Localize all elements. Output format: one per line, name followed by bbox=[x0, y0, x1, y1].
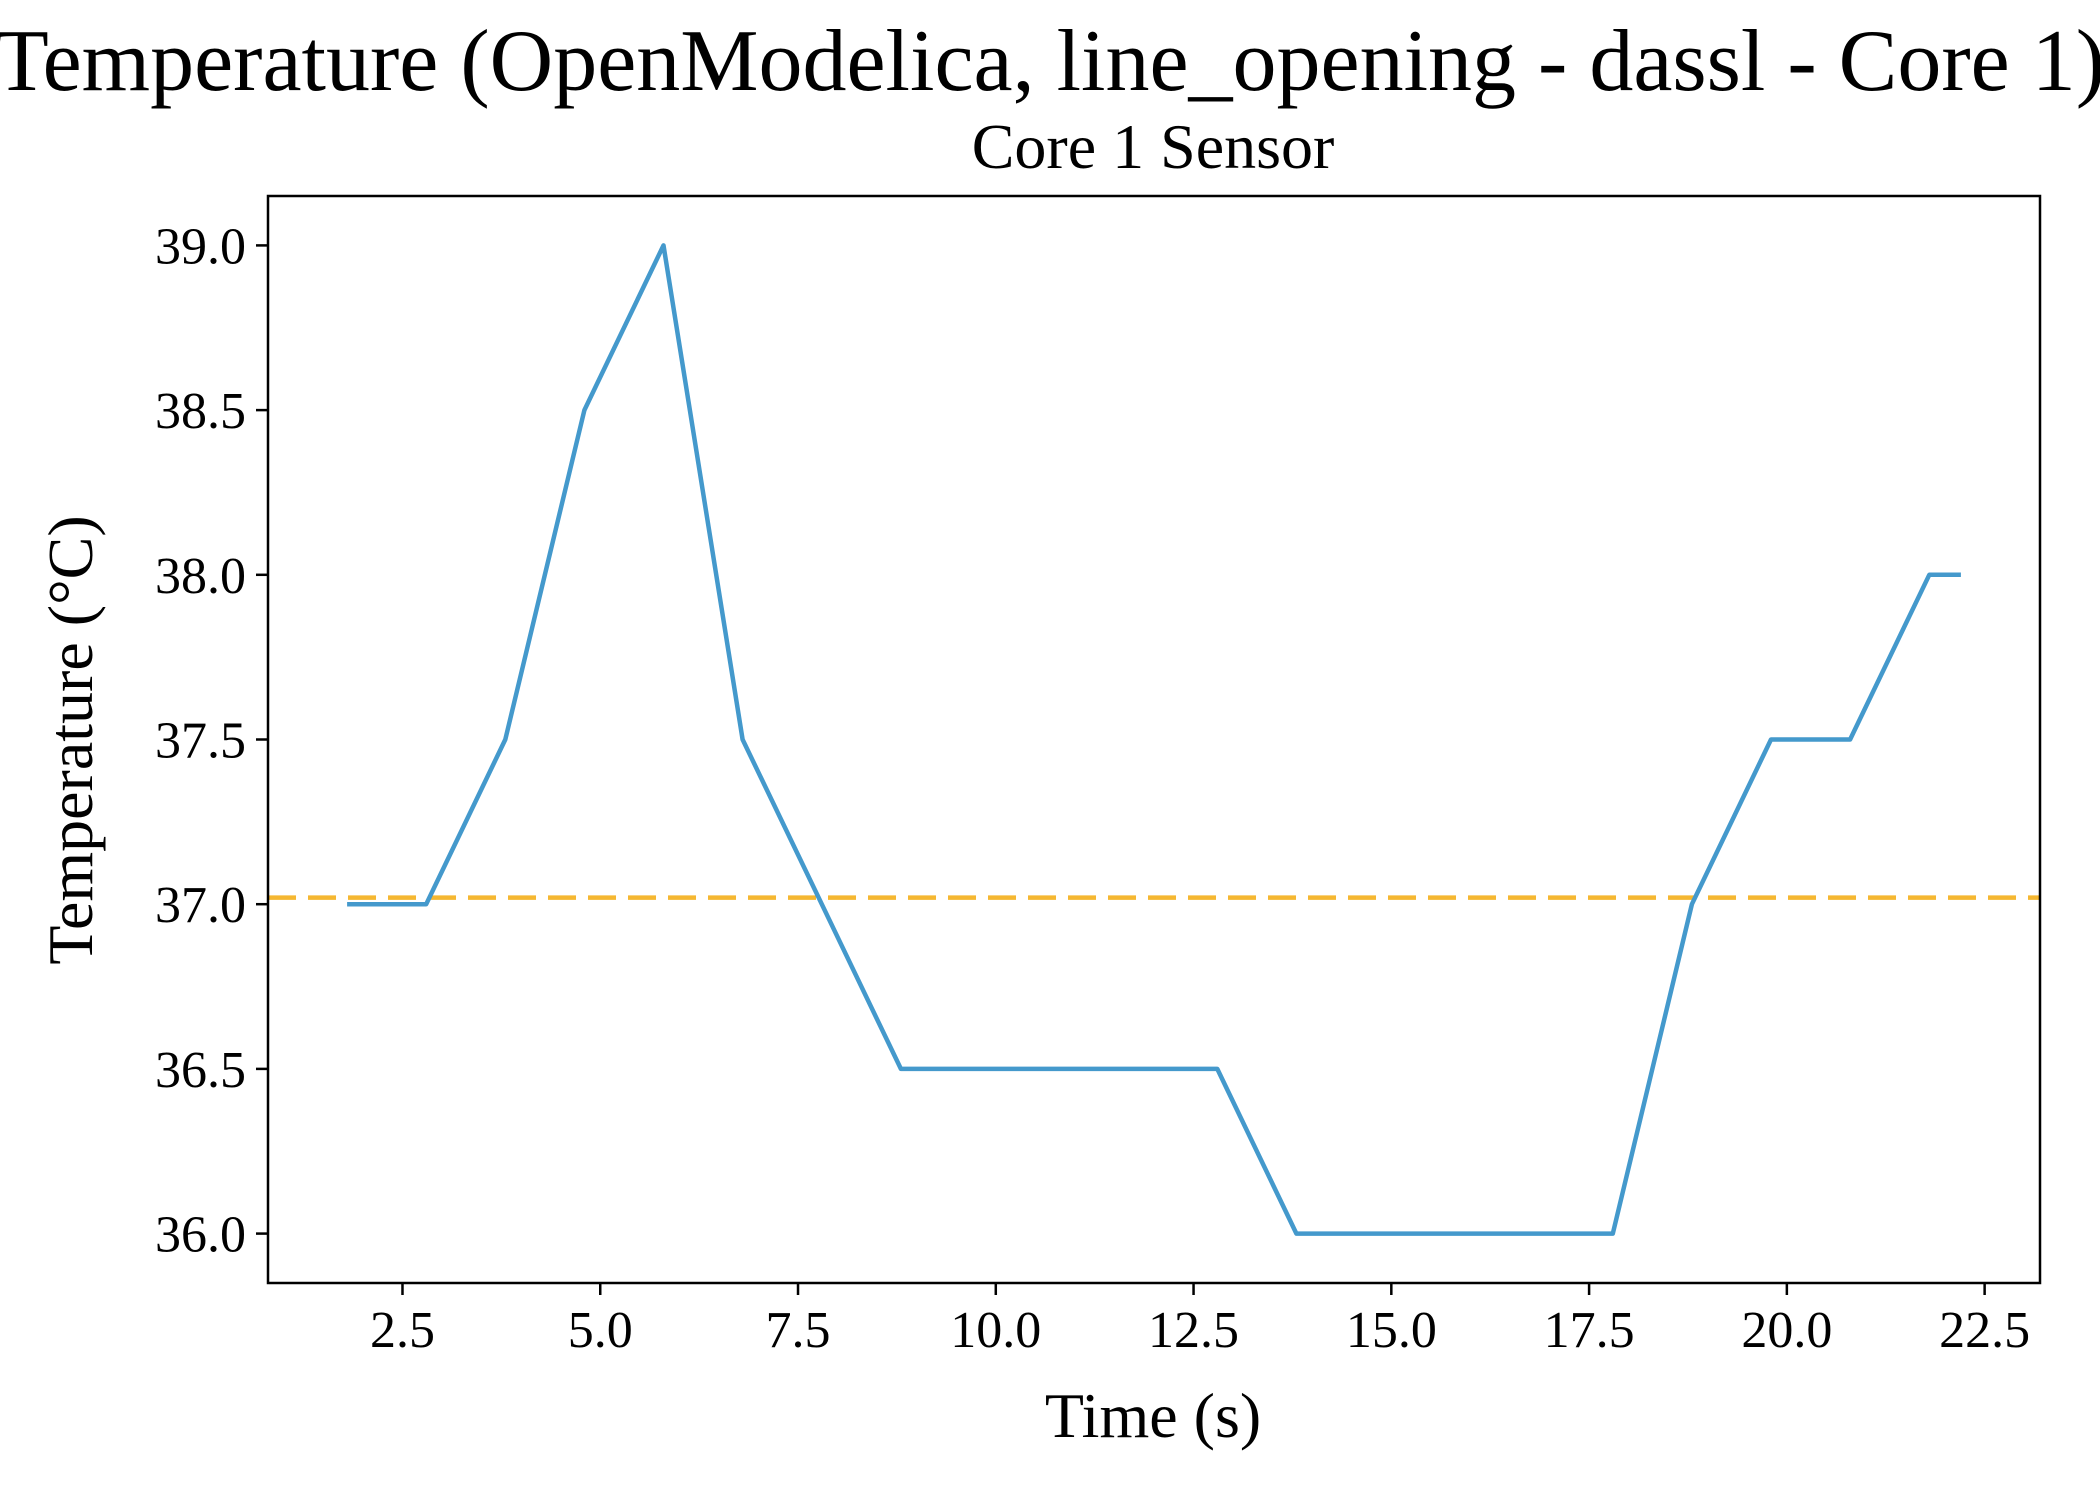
y-tick-label: 38.5 bbox=[155, 383, 246, 440]
x-tick-label: 22.5 bbox=[1939, 1302, 2030, 1359]
x-tick-label: 7.5 bbox=[766, 1302, 831, 1359]
x-axis-label: Time (s) bbox=[1045, 1380, 1261, 1451]
y-axis-label: Temperature (°C) bbox=[35, 515, 106, 964]
y-tick-label: 38.0 bbox=[155, 548, 246, 605]
x-tick-label: 17.5 bbox=[1544, 1302, 1635, 1359]
y-tick-label: 36.0 bbox=[155, 1207, 246, 1264]
x-tick-label: 20.0 bbox=[1741, 1302, 1832, 1359]
y-tick-label: 39.0 bbox=[155, 218, 246, 275]
x-tick-label: 10.0 bbox=[950, 1302, 1041, 1359]
plot-area: 2.5 5.0 7.5 10.0 12.5 15.0 17.5 20.0 22.5 36.0 36.… bbox=[155, 194, 2042, 1359]
x-tick-label: 15.0 bbox=[1346, 1302, 1437, 1359]
y-tick-label: 36.5 bbox=[155, 1042, 246, 1099]
y-tick-label: 37.5 bbox=[155, 713, 246, 770]
x-tick-label: 5.0 bbox=[568, 1302, 633, 1359]
series-line-0 bbox=[347, 243, 1961, 1236]
x-tick-label: 12.5 bbox=[1148, 1302, 1239, 1359]
chart-title: Core 1 Sensor bbox=[972, 111, 1335, 182]
x-tick-label: 2.5 bbox=[370, 1302, 435, 1359]
y-tick-label: 37.0 bbox=[155, 877, 246, 934]
figure-title: Temperature (OpenModelica, line_opening … bbox=[0, 13, 2100, 110]
